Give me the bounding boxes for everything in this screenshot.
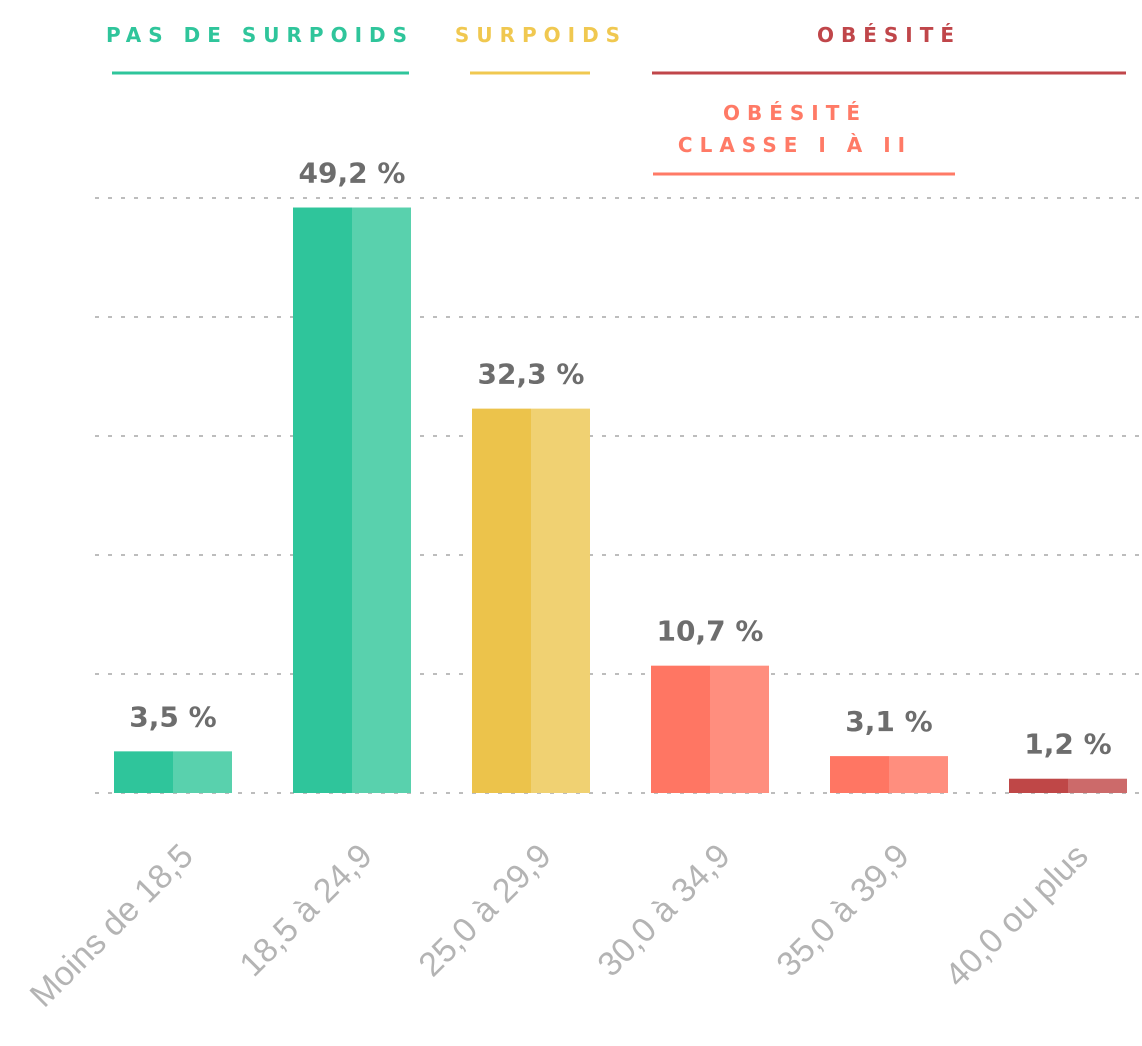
value-label: 3,1 % bbox=[845, 705, 932, 738]
category-label: 35,0 à 39,9 bbox=[769, 837, 916, 984]
bar bbox=[472, 408, 590, 793]
category-labels: Moins de 18,5 18,5 à 24,9 25,0 à 29,9 30,0 … bbox=[23, 837, 1096, 1015]
group-headers: PAS DE SURPOIDS SURPOIDS OBÉSITÉ OBÉSITÉ… bbox=[106, 23, 1126, 176]
group-label-obesite-classe-line1: OBÉSITÉ bbox=[723, 101, 867, 125]
group-label-pas-de-surpoids: PAS DE SURPOIDS bbox=[106, 23, 414, 47]
bar-right-half bbox=[710, 665, 769, 793]
category-label: 18,5 à 24,9 bbox=[232, 837, 379, 984]
bar-left-half bbox=[1009, 778, 1068, 793]
bar-left-half bbox=[293, 207, 352, 793]
bar bbox=[1009, 778, 1127, 793]
bar-left-half bbox=[472, 408, 531, 793]
value-label: 32,3 % bbox=[478, 358, 585, 391]
bar-right-half bbox=[531, 408, 590, 793]
gridlines bbox=[95, 197, 1140, 794]
bar-right-half bbox=[173, 751, 232, 793]
category-label: 30,0 à 34,9 bbox=[590, 837, 737, 984]
bar-right-half bbox=[889, 756, 948, 793]
bar bbox=[293, 207, 411, 793]
bar-left-half bbox=[114, 751, 173, 793]
bar bbox=[830, 756, 948, 793]
group-label-obesite: OBÉSITÉ bbox=[817, 23, 961, 47]
value-label: 3,5 % bbox=[129, 700, 216, 733]
bar bbox=[651, 665, 769, 793]
bars bbox=[114, 207, 1127, 793]
category-label: 40,0 ou plus bbox=[938, 837, 1096, 995]
value-labels: 3,5 % 49,2 % 32,3 % 10,7 % 3,1 % 1,2 % bbox=[129, 157, 1111, 761]
value-label: 49,2 % bbox=[299, 157, 406, 190]
value-label: 1,2 % bbox=[1024, 728, 1111, 761]
category-label: 25,0 à 29,9 bbox=[411, 837, 558, 984]
bar-left-half bbox=[830, 756, 889, 793]
bar bbox=[114, 751, 232, 793]
bar-left-half bbox=[651, 665, 710, 793]
value-label: 10,7 % bbox=[657, 615, 764, 648]
category-label: Moins de 18,5 bbox=[23, 837, 201, 1015]
group-label-obesite-classe-line2: CLASSE I À II bbox=[678, 133, 912, 157]
bar-right-half bbox=[1068, 778, 1127, 793]
bar-right-half bbox=[352, 207, 411, 793]
group-label-surpoids: SURPOIDS bbox=[455, 23, 627, 47]
